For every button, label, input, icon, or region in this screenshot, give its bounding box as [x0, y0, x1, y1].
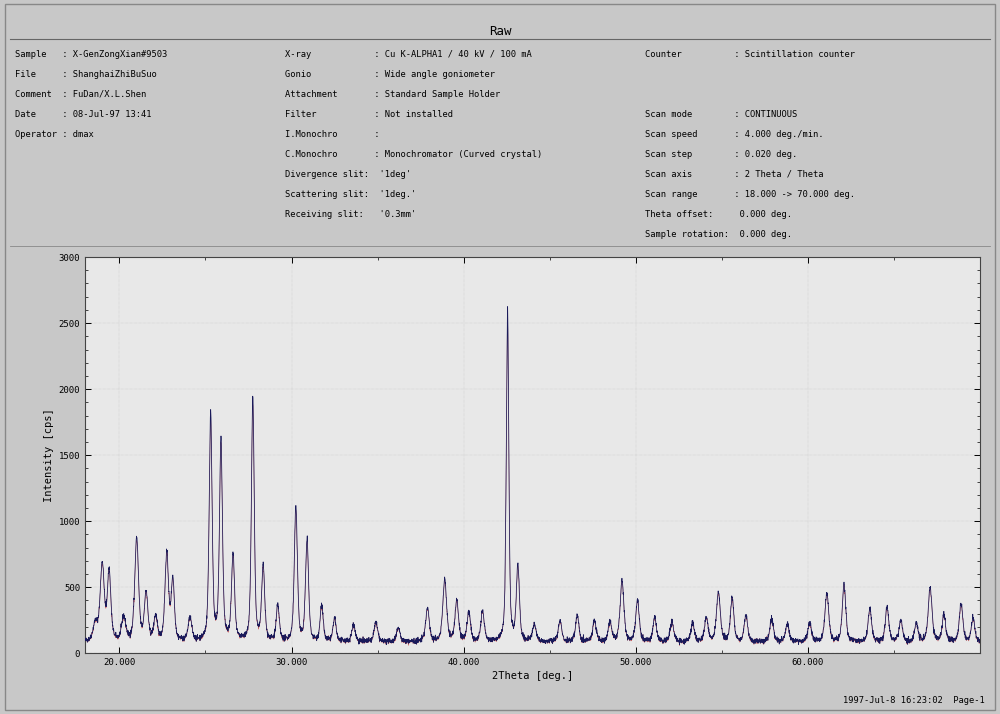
Text: X-ray            : Cu K-ALPHA1 / 40 kV / 100 mA: X-ray : Cu K-ALPHA1 / 40 kV / 100 mA	[285, 50, 532, 59]
Y-axis label: Intensity [cps]: Intensity [cps]	[44, 408, 54, 502]
Text: Attachment       : Standard Sample Holder: Attachment : Standard Sample Holder	[285, 90, 500, 99]
Text: Receiving slit:   '0.3mm': Receiving slit: '0.3mm'	[285, 210, 416, 219]
Text: Theta offset:     0.000 deg.: Theta offset: 0.000 deg.	[645, 210, 792, 219]
Text: C.Monochro       : Monochromator (Curved crystal): C.Monochro : Monochromator (Curved cryst…	[285, 150, 542, 159]
Text: 1997-Jul-8 16:23:02  Page-1: 1997-Jul-8 16:23:02 Page-1	[843, 696, 985, 705]
Text: Sample rotation:  0.000 deg.: Sample rotation: 0.000 deg.	[645, 230, 792, 239]
Text: Operator : dmax: Operator : dmax	[15, 130, 94, 139]
X-axis label: 2Theta [deg.]: 2Theta [deg.]	[492, 671, 573, 681]
Text: Gonio            : Wide angle goniometer: Gonio : Wide angle goniometer	[285, 70, 495, 79]
Text: Scan mode        : CONTINUOUS: Scan mode : CONTINUOUS	[645, 110, 797, 119]
Text: Scan step        : 0.020 deg.: Scan step : 0.020 deg.	[645, 150, 797, 159]
Text: Sample   : X-GenZongXian#9503: Sample : X-GenZongXian#9503	[15, 50, 167, 59]
Text: Scan axis        : 2 Theta / Theta: Scan axis : 2 Theta / Theta	[645, 170, 824, 179]
Text: Raw: Raw	[489, 25, 511, 38]
Text: Scattering slit:  '1deg.': Scattering slit: '1deg.'	[285, 190, 416, 199]
Text: Comment  : FuDan/X.L.Shen: Comment : FuDan/X.L.Shen	[15, 90, 146, 99]
Text: Date     : 08-Jul-97 13:41: Date : 08-Jul-97 13:41	[15, 110, 152, 119]
Text: Scan speed       : 4.000 deg./min.: Scan speed : 4.000 deg./min.	[645, 130, 824, 139]
Text: I.Monochro       :: I.Monochro :	[285, 130, 380, 139]
Text: Scan range       : 18.000 -> 70.000 deg.: Scan range : 18.000 -> 70.000 deg.	[645, 190, 855, 199]
Text: Filter           : Not installed: Filter : Not installed	[285, 110, 453, 119]
Text: Counter          : Scintillation counter: Counter : Scintillation counter	[645, 50, 855, 59]
Text: File     : ShanghaiZhiBuSuo: File : ShanghaiZhiBuSuo	[15, 70, 157, 79]
Text: Divergence slit:  '1deg': Divergence slit: '1deg'	[285, 170, 411, 179]
